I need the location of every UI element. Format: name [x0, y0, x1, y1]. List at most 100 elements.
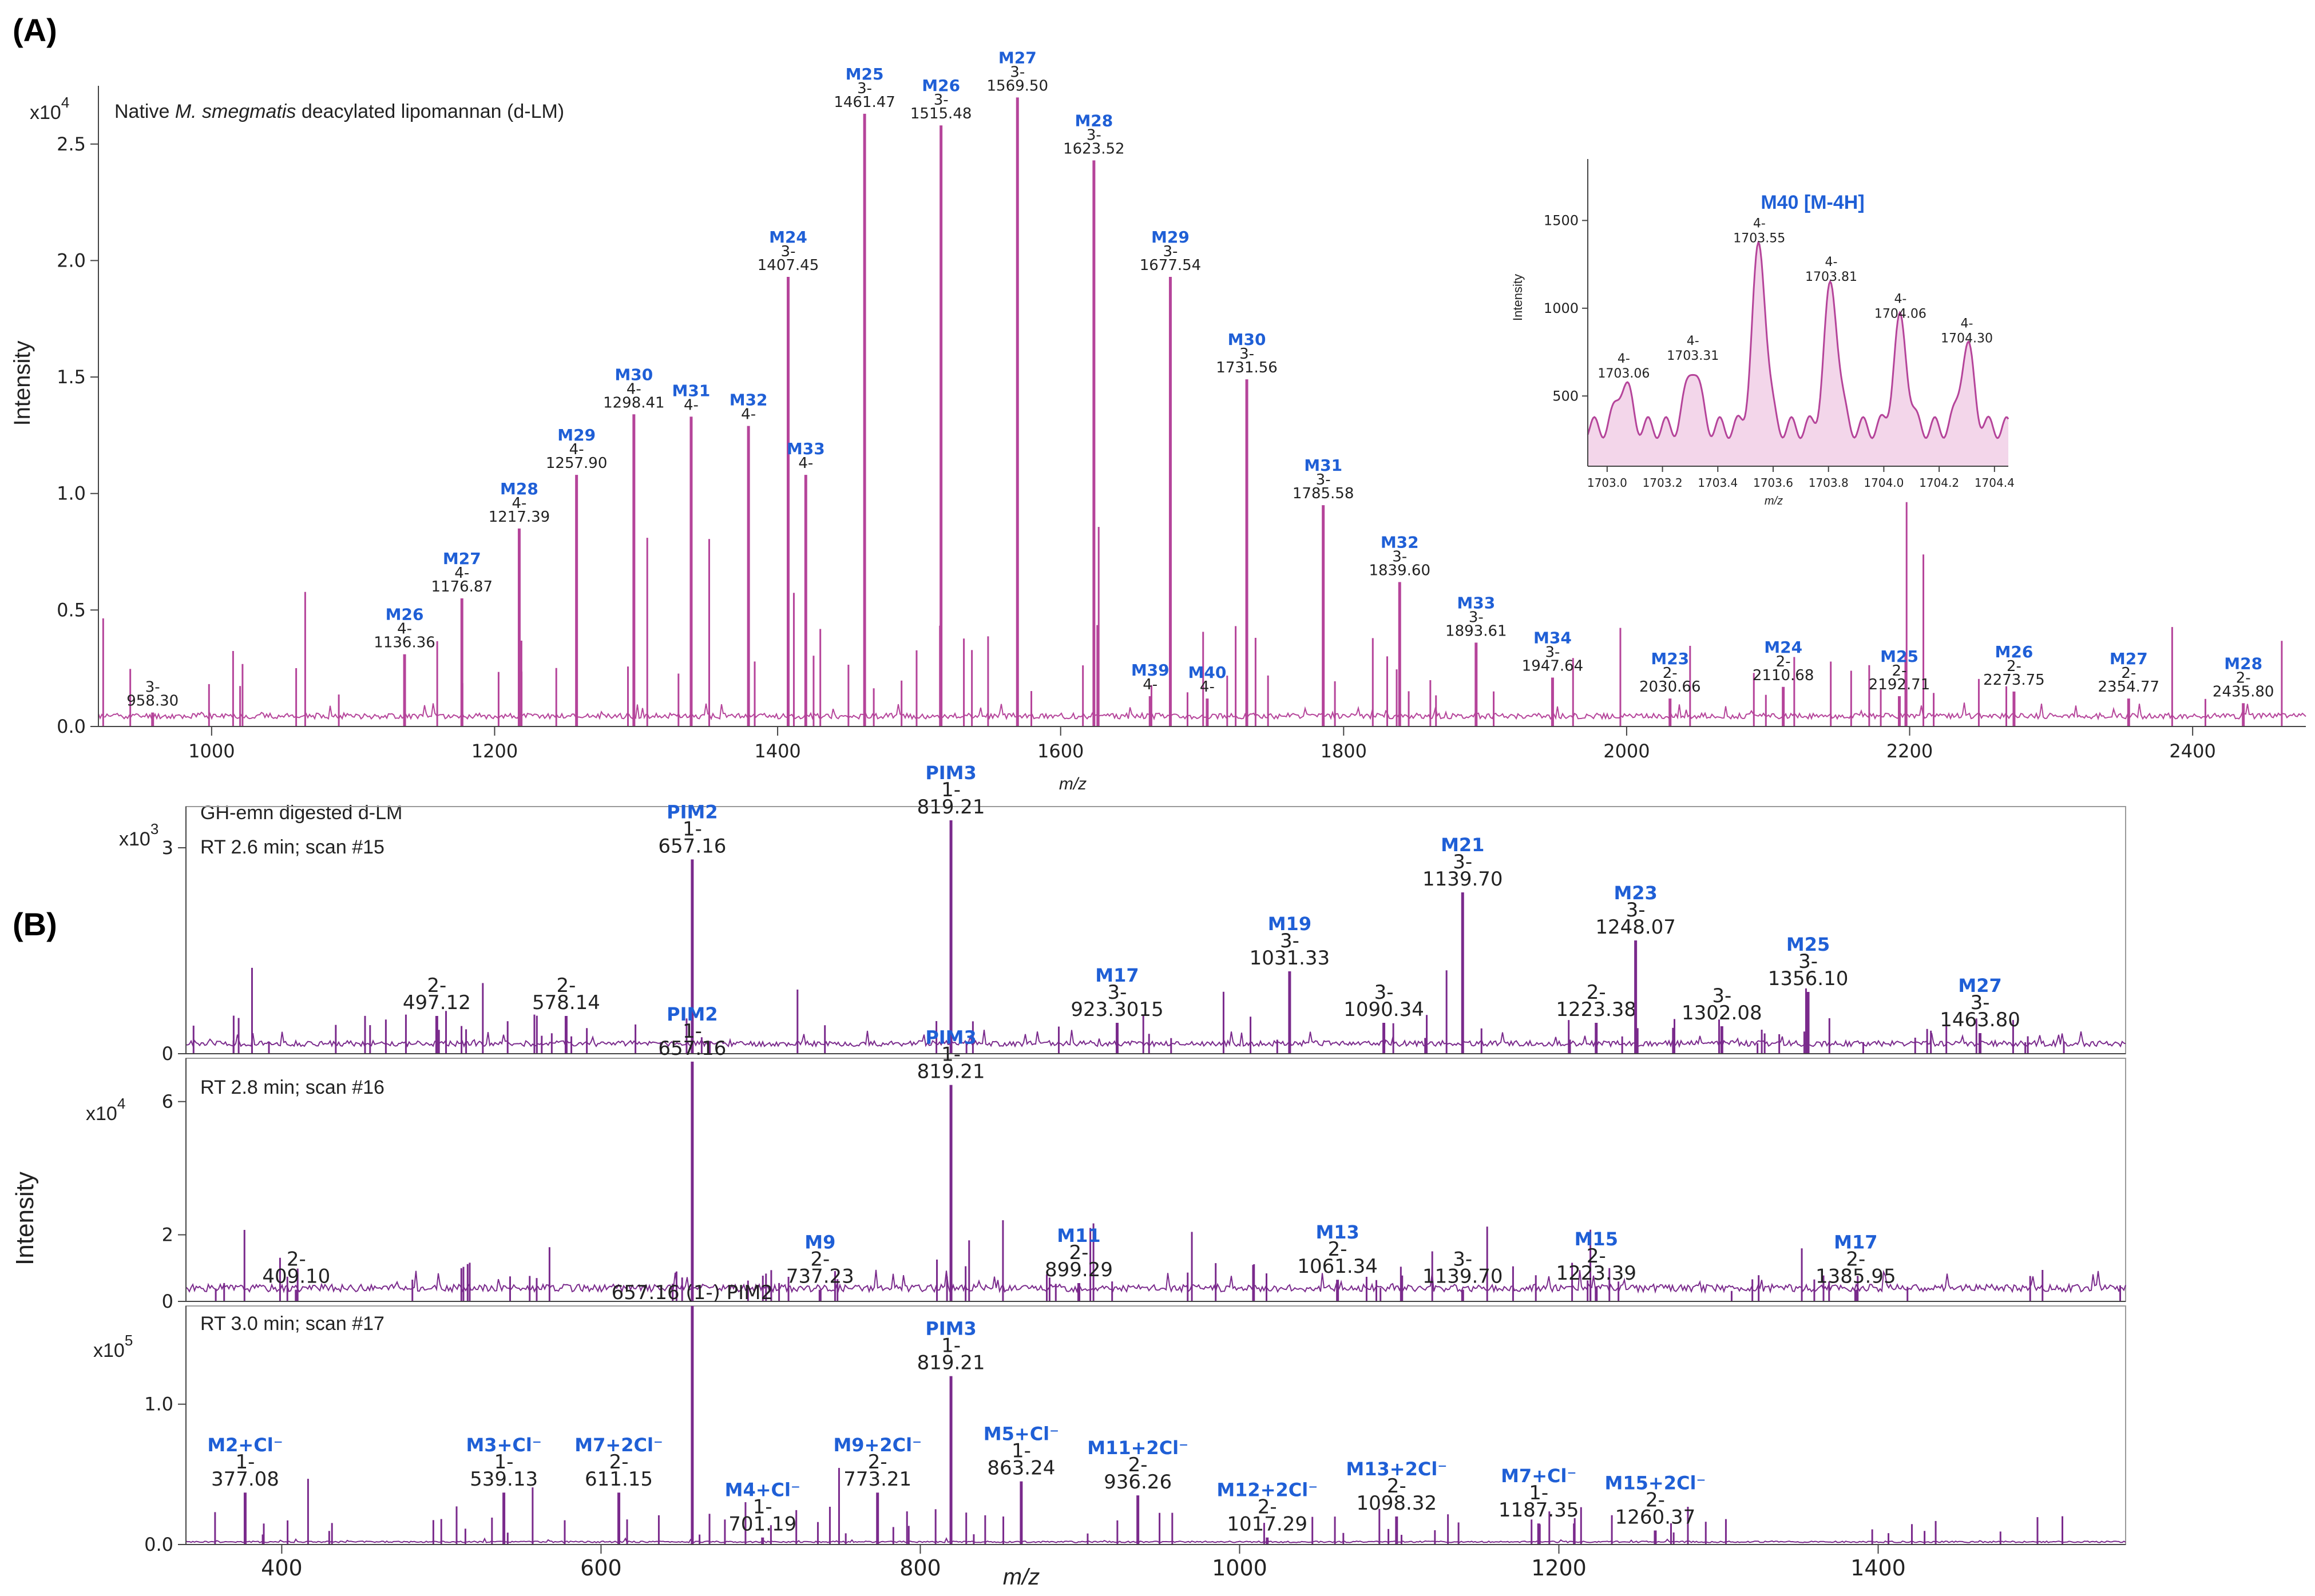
panel-a-mult-exp: 4 — [61, 94, 69, 111]
peak-text-3: 1- — [941, 779, 961, 801]
peak-text-0: 1- — [236, 1451, 255, 1474]
peak-text-7: 4- — [741, 406, 756, 423]
inset-y-tick-label: 1000 — [1544, 300, 1579, 316]
peak-text-1: 1136.36 — [374, 634, 435, 652]
y-tick-label: 0.0 — [144, 1534, 173, 1555]
peak-text-3: 1217.39 — [489, 509, 550, 526]
inset-peak-charge-3: 4- — [1825, 255, 1838, 269]
b1-title-2: RT 2.6 min; scan #15 — [200, 836, 384, 858]
peak-text-8: 3- — [781, 243, 796, 260]
peak-text-2: 2- — [609, 1451, 629, 1474]
peak-text-5: 773.21 — [843, 1468, 911, 1491]
y-tick-label: 2 — [162, 1224, 173, 1246]
peak-text-11: 1515.48 — [910, 105, 972, 122]
y-tick-label: 6 — [162, 1091, 173, 1113]
peak-name-6: PIM3 — [925, 1318, 976, 1340]
peak-name-9: M12+2Cl⁻ — [1216, 1479, 1318, 1501]
peak-name-7: M32 — [730, 391, 768, 410]
peak-text-4: 1- — [753, 1496, 772, 1519]
inset-x-tick-label: 1704.2 — [1919, 476, 1959, 490]
peak-text-14: 4- — [1143, 676, 1158, 693]
peak-text-5: 1031.33 — [1250, 947, 1330, 970]
b3-mult-base: x10 — [93, 1340, 125, 1361]
peak-text-2: 2- — [810, 1248, 830, 1271]
peak-text-9: 2- — [1258, 1496, 1277, 1519]
peak-name-4: M4+Cl⁻ — [725, 1479, 800, 1501]
peak-text-12: 1260.37 — [1615, 1506, 1696, 1528]
peak-text-12: 3- — [1010, 63, 1025, 81]
peak-text-20: 3- — [1469, 609, 1484, 626]
y-tick-label: 0 — [162, 1043, 173, 1065]
peak-text-27: 2435.80 — [2213, 683, 2274, 700]
peak-text-10: 2- — [1387, 1475, 1406, 1498]
peak-name-3: M28 — [500, 479, 538, 498]
peak-name-8: M11+2Cl⁻ — [1087, 1437, 1188, 1459]
peak-text-19: 3- — [1392, 548, 1407, 565]
peak-name-4: M29 — [557, 426, 596, 444]
peak-name-13: M28 — [1075, 111, 1113, 130]
peak-name-10: M13+2Cl⁻ — [1346, 1458, 1447, 1480]
x-tick-label: 1600 — [1037, 740, 1084, 762]
peak-name-15: M29 — [1151, 228, 1190, 247]
peak-text-2: 1- — [683, 817, 702, 840]
y-tick-label: 3 — [162, 837, 173, 859]
peak-text-17: 3- — [1239, 346, 1254, 363]
x-tick-label: 1400 — [754, 740, 800, 762]
peak-text-4: 1257.90 — [546, 455, 608, 472]
peak-name-3: PIM3 — [925, 1027, 976, 1049]
peak-text-8: 2- — [1128, 1454, 1148, 1476]
panel-b-x-label: m/z — [1003, 1565, 1040, 1590]
peak-text-0: 409.10 — [262, 1265, 330, 1288]
peak-name-10: M25 — [846, 65, 884, 84]
peak-text-7: 863.24 — [987, 1457, 1055, 1480]
peak-text-1: 539.13 — [470, 1468, 538, 1491]
b1-mult-base: x10 — [119, 828, 150, 850]
panel-a-mult-base: x10 — [30, 102, 61, 124]
x-tick-label: 1200 — [1531, 1555, 1587, 1581]
peak-name-20: M33 — [1457, 593, 1495, 612]
inset-y-tick-label: 1500 — [1544, 212, 1579, 228]
inset-x-tick-label: 1703.6 — [1753, 476, 1793, 490]
peak-text-10: 1302.08 — [1682, 1002, 1762, 1025]
peak-text-7: 2- — [1587, 1245, 1606, 1268]
peak-name-4: M11 — [1057, 1225, 1100, 1246]
peak-text-0: 2- — [287, 1248, 306, 1271]
peak-text-20: 1893.61 — [1445, 622, 1507, 640]
inset-x-tick-label: 1704.4 — [1975, 476, 2015, 490]
peak-text-10: 3- — [1712, 984, 1731, 1007]
peak-text-0: 3- — [145, 679, 160, 696]
peak-text-11: 1356.10 — [1768, 967, 1849, 990]
peak-text-12: 2- — [1646, 1488, 1665, 1511]
peak-text-13: 3- — [1087, 126, 1101, 144]
peak-text-18: 1785.58 — [1293, 485, 1354, 502]
x-tick-label: 400 — [261, 1555, 303, 1581]
peak-name-9: M23 — [1614, 882, 1657, 904]
peak-text-3: 4- — [512, 495, 526, 512]
peak-text-7: 1- — [1012, 1440, 1031, 1463]
inset-x-tick-label: 1703.2 — [1643, 476, 1683, 490]
b1-multiplier: x103 — [119, 820, 158, 850]
inset-area — [1588, 243, 2008, 466]
peak-name-27: M28 — [2224, 654, 2262, 673]
peak-text-8: 1223.38 — [1556, 998, 1636, 1021]
peak-text-6: 1- — [941, 1335, 961, 1357]
inset-x-tick-label: 1703.8 — [1809, 476, 1849, 490]
peak-text-8: 2- — [1587, 981, 1606, 1004]
peak-text-12: 3- — [1971, 991, 1990, 1014]
peak-name-23: M24 — [1764, 638, 1802, 657]
peak-name-8: M24 — [769, 228, 807, 247]
peak-text-7: 3- — [1453, 851, 1472, 874]
peak-text-2: 737.23 — [786, 1265, 854, 1288]
inset-x-tick-label: 1703.4 — [1698, 476, 1738, 490]
peak-text-24: 2192.71 — [1869, 676, 1931, 693]
inset-peak-label-1: 1703.31 — [1667, 349, 1719, 363]
b1-mult-exp: 3 — [150, 820, 158, 837]
peak-text-6: 1090.34 — [1343, 998, 1424, 1021]
x-tick-label: 1000 — [188, 740, 235, 762]
peak-text-1: 578.14 — [532, 991, 600, 1014]
peak-text-4: 3- — [1108, 981, 1127, 1004]
inset-trace — [1587, 240, 2009, 439]
peak-text-4: 701.19 — [728, 1513, 796, 1536]
panel-a-x-label: m/z — [1059, 775, 1087, 793]
